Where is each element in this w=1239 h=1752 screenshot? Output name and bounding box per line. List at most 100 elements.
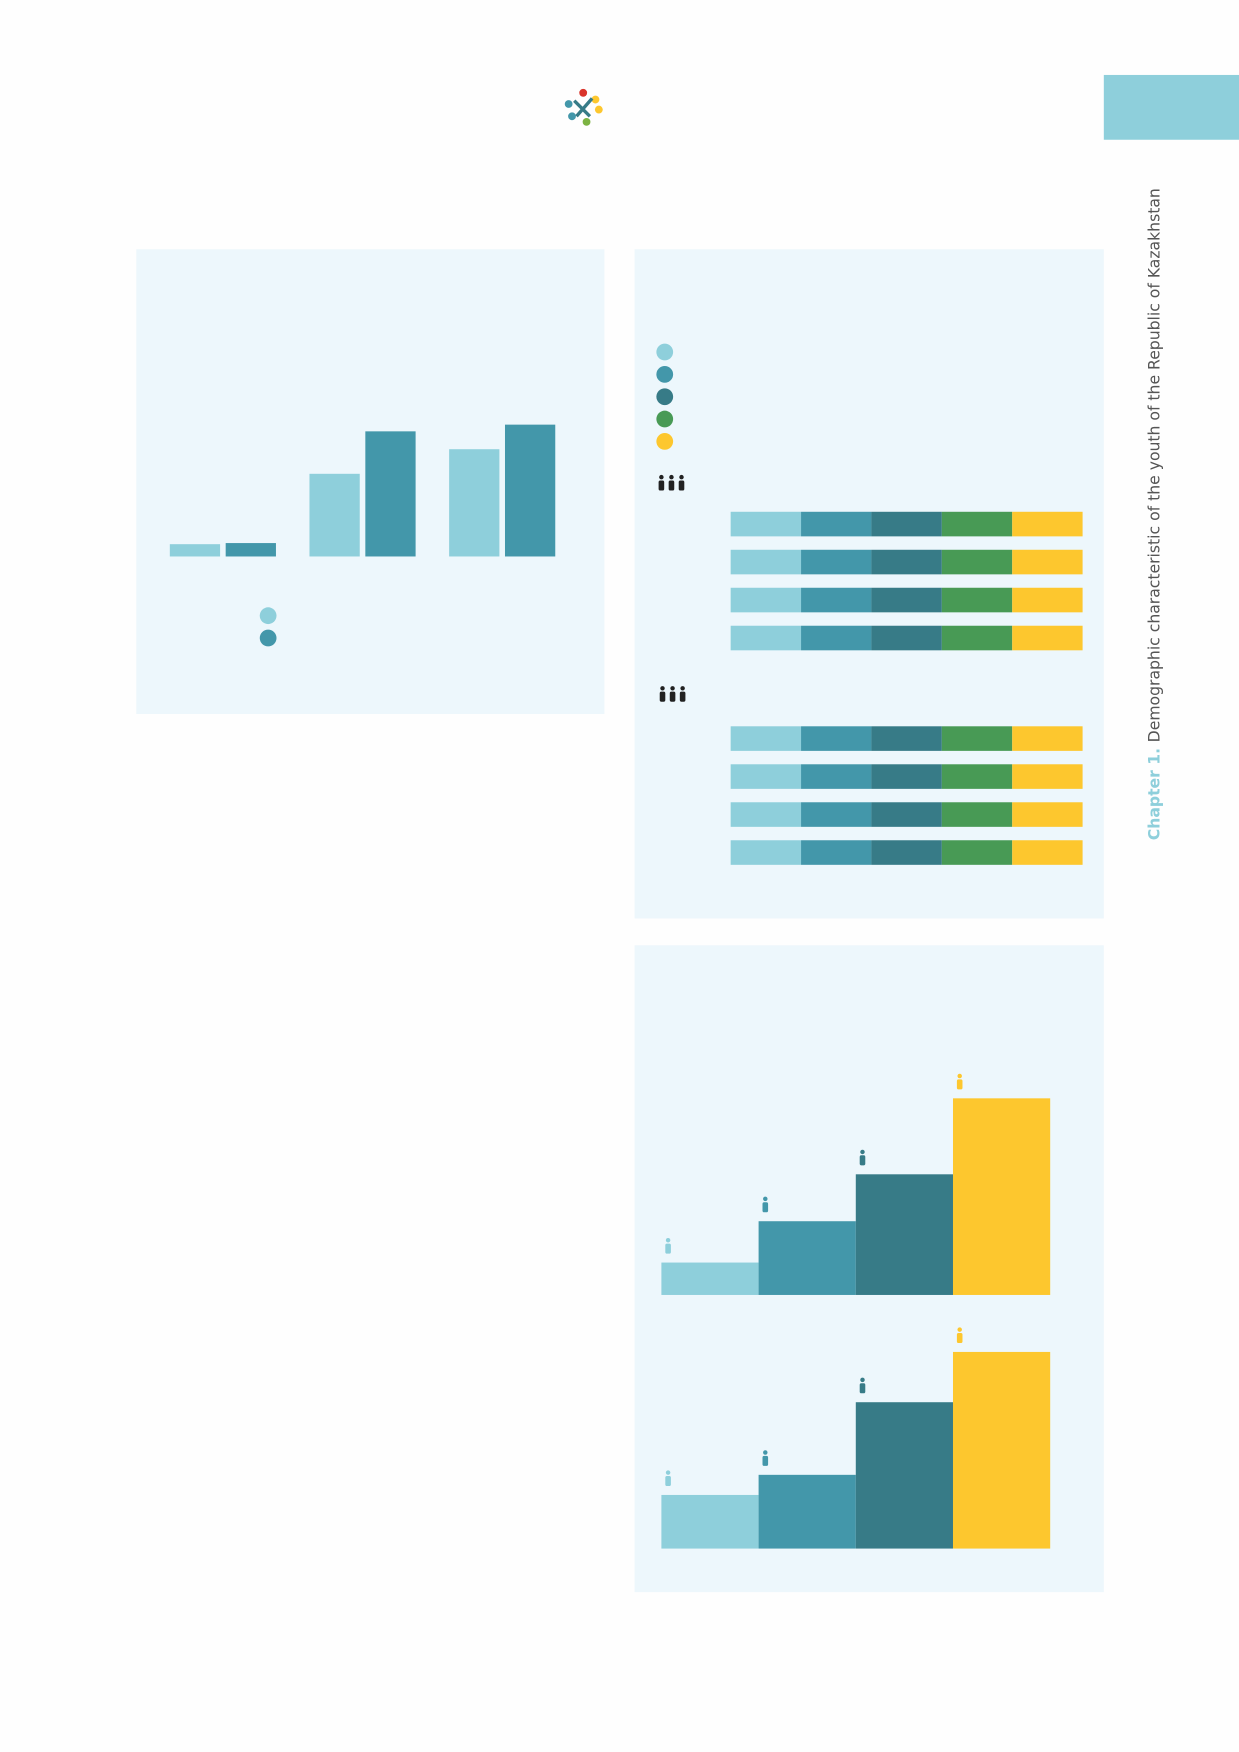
logo bbox=[564, 88, 603, 126]
person-icon bbox=[859, 1155, 866, 1166]
chapter-title: Demographic characteristic of the youth … bbox=[1145, 188, 1164, 742]
chapter-label: Chapter 1. bbox=[1145, 748, 1164, 840]
bar-segment bbox=[1012, 587, 1083, 613]
bar bbox=[855, 1174, 953, 1295]
legend-marker bbox=[656, 410, 674, 428]
bar-segment bbox=[871, 587, 942, 613]
person-icon bbox=[665, 1237, 671, 1243]
person-icon bbox=[957, 1327, 962, 1332]
bar-segment bbox=[871, 625, 942, 651]
person-icon bbox=[860, 1377, 865, 1383]
bar-segment bbox=[730, 511, 802, 537]
bar-segment bbox=[941, 802, 1013, 827]
bar-segment bbox=[941, 764, 1013, 789]
bar-segment bbox=[1012, 726, 1083, 751]
bar-segment bbox=[730, 726, 802, 751]
legend-marker bbox=[656, 343, 674, 361]
person-icon bbox=[763, 1450, 768, 1455]
person-icon bbox=[670, 686, 675, 691]
person-icon bbox=[859, 1383, 866, 1394]
person-icon bbox=[669, 691, 676, 702]
person-icon bbox=[956, 1332, 963, 1343]
bar bbox=[758, 1221, 856, 1295]
bar-segment bbox=[871, 764, 942, 789]
legend-marker bbox=[656, 365, 674, 383]
bar bbox=[855, 1402, 953, 1549]
bar-segment bbox=[871, 549, 942, 575]
bar bbox=[225, 543, 276, 557]
bar-segment bbox=[801, 625, 872, 651]
person-icon bbox=[678, 480, 685, 491]
bar-segment bbox=[730, 625, 802, 651]
person-icon bbox=[762, 1202, 769, 1213]
person-icon bbox=[659, 691, 666, 702]
bar bbox=[952, 1351, 1051, 1549]
chapter-tab bbox=[1103, 74, 1239, 140]
bar-segment bbox=[871, 802, 942, 827]
legend-marker bbox=[259, 607, 277, 625]
person-icon bbox=[680, 686, 685, 691]
bar bbox=[365, 431, 416, 557]
bar-segment bbox=[941, 549, 1013, 575]
person-icon bbox=[860, 1149, 865, 1155]
bar-segment bbox=[801, 802, 872, 827]
bar-segment bbox=[730, 840, 802, 865]
person-icon bbox=[659, 474, 664, 480]
bar-segment bbox=[1012, 802, 1083, 827]
person-icon bbox=[669, 474, 674, 480]
bar-segment bbox=[801, 587, 872, 613]
logo-dot bbox=[568, 112, 576, 121]
bar-segment bbox=[941, 587, 1013, 613]
person-icon bbox=[957, 1073, 962, 1079]
person-icon bbox=[679, 691, 686, 702]
bar-segment bbox=[1012, 511, 1083, 537]
bar-segment bbox=[871, 840, 942, 865]
person-icon bbox=[660, 686, 665, 691]
person-icon bbox=[665, 1243, 671, 1254]
bar bbox=[661, 1262, 759, 1295]
bar-segment bbox=[1012, 840, 1083, 865]
bar-segment bbox=[1012, 764, 1083, 789]
legend-marker bbox=[259, 629, 277, 647]
logo-dot bbox=[582, 117, 591, 126]
bar bbox=[758, 1474, 856, 1549]
logo-lines bbox=[573, 97, 594, 118]
bar-segment bbox=[801, 549, 872, 575]
bar bbox=[309, 473, 360, 557]
bar-segment bbox=[1012, 625, 1083, 651]
bar bbox=[449, 449, 500, 557]
person-icon bbox=[956, 1079, 963, 1090]
person-icon bbox=[658, 480, 665, 491]
person-icon bbox=[668, 480, 675, 491]
person-icon bbox=[665, 1470, 671, 1475]
bar bbox=[661, 1494, 759, 1549]
bar-segment bbox=[941, 625, 1013, 651]
person-icon bbox=[679, 474, 684, 480]
bar-segment bbox=[871, 511, 942, 537]
person-icon bbox=[763, 1196, 768, 1202]
bar bbox=[169, 544, 221, 557]
bar-segment bbox=[801, 726, 872, 751]
bar-segment bbox=[801, 764, 872, 789]
running-header: Chapter 1. Demographic characteristic of … bbox=[1145, 188, 1164, 840]
bar-segment bbox=[730, 549, 802, 575]
bar-segment bbox=[871, 726, 942, 751]
bar-segment bbox=[1012, 549, 1083, 575]
bar bbox=[504, 424, 556, 557]
charts bbox=[169, 343, 1083, 1549]
legend-marker bbox=[656, 433, 674, 450]
bar-segment bbox=[730, 802, 802, 827]
bar-segment bbox=[941, 726, 1013, 751]
legend-marker bbox=[656, 388, 674, 406]
bar-segment bbox=[730, 587, 802, 613]
logo-dot bbox=[594, 105, 603, 114]
bar-segment bbox=[801, 840, 872, 865]
person-icon bbox=[665, 1475, 671, 1487]
bar-segment bbox=[941, 840, 1013, 865]
bar bbox=[952, 1098, 1051, 1295]
bar-segment bbox=[801, 511, 872, 537]
logo-dot bbox=[564, 100, 573, 108]
logo-dot bbox=[579, 88, 588, 97]
person-icon bbox=[762, 1455, 769, 1466]
